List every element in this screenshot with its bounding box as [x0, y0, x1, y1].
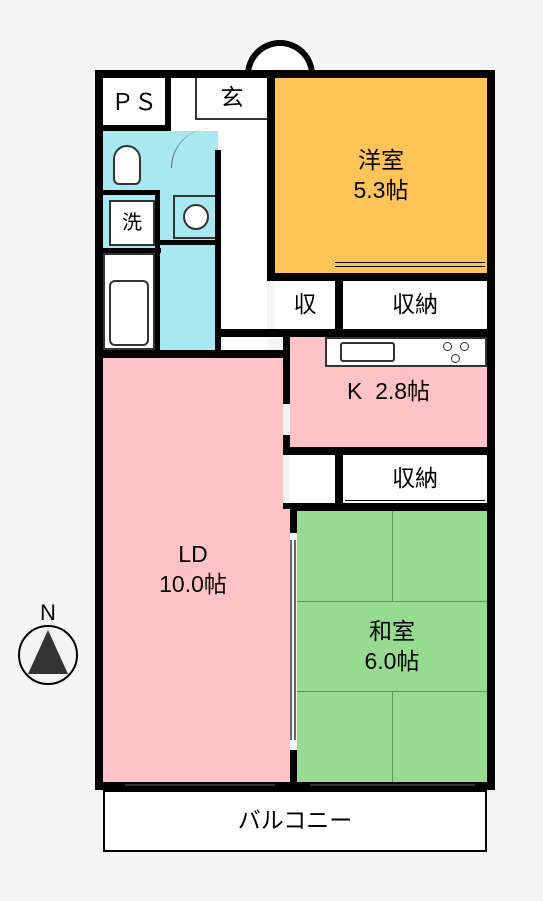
compass-arrow-icon [28, 630, 68, 674]
wall-left [95, 70, 103, 790]
storage-small: 収 [275, 281, 335, 329]
floorplan-container: ＰＳ 玄 洋室 5.3帖 洗 収 収納 [95, 70, 495, 870]
laundry-box: 洗 [109, 200, 155, 246]
japanese-label-size: 6.0帖 [365, 647, 420, 677]
storage2-wall-left [335, 447, 343, 509]
window-line-1 [125, 784, 275, 786]
sliding-door-2 [294, 540, 296, 740]
storage-wall-top [267, 273, 495, 281]
western-wall-left [267, 70, 275, 280]
living-room-ext [283, 509, 290, 782]
living-japanese-wall [290, 503, 297, 533]
storage2-wall-bottom [283, 503, 495, 511]
toilet-wall [103, 190, 159, 195]
entrance-label: 玄 [221, 83, 244, 113]
ps-label: ＰＳ [111, 88, 157, 118]
storage-wall-bottom [221, 329, 495, 337]
storage1: 収納 [343, 281, 487, 329]
bath-wall-r [155, 253, 160, 353]
hallway [221, 153, 267, 351]
compass: N [18, 600, 78, 685]
living-label-name: LD [178, 540, 207, 570]
storage2-side [290, 455, 335, 509]
tatami-v1 [392, 511, 393, 601]
laundry-label: 洗 [122, 210, 142, 236]
balcony-label: バルコニー [238, 806, 353, 836]
western-label-size: 5.3帖 [354, 176, 409, 206]
ps-room: ＰＳ [103, 78, 165, 128]
kitchen-wall-left [283, 329, 290, 404]
kitchen-label: K 2.8帖 [347, 377, 430, 407]
wet-bottom-wall [95, 350, 283, 358]
burner-3 [451, 354, 460, 363]
compass-north-label: N [40, 600, 56, 626]
burner-2 [460, 342, 469, 351]
wall-right [487, 70, 495, 790]
kitchen-sink [340, 342, 395, 362]
storage2-label: 収納 [392, 464, 438, 494]
burner-1 [443, 342, 452, 351]
western-label-name: 洋室 [358, 146, 404, 176]
western-room: 洋室 5.3帖 [275, 78, 487, 273]
japanese-label-name: 和室 [369, 617, 415, 647]
kitchen-wall-left2 [283, 435, 290, 455]
entrance-genkan: 玄 [195, 78, 267, 120]
bathtub [109, 280, 149, 346]
storage1-label: 収納 [392, 290, 438, 320]
storage2: 収納 [343, 455, 487, 503]
toilet-fixture [113, 145, 141, 185]
storage-small-label: 収 [294, 290, 317, 320]
living-label-size: 10.0帖 [159, 570, 227, 600]
balcony: バルコニー [103, 790, 487, 852]
western-closet-line2 [335, 266, 485, 267]
sink-basin [183, 204, 209, 230]
wall-top [95, 70, 495, 78]
living-room: LD 10.0帖 [103, 358, 283, 782]
tatami-v2 [392, 691, 393, 782]
storage-div1 [335, 273, 343, 335]
sliding-door-1 [290, 540, 292, 740]
kitchen-wall-bottom [283, 447, 495, 455]
living-japanese-wall2 [290, 750, 297, 790]
window-line-2 [310, 784, 475, 786]
storage2-door-line [345, 500, 485, 501]
tatami-h1 [297, 601, 487, 602]
wash-wall-mid [160, 240, 220, 245]
western-closet-line [335, 262, 485, 263]
